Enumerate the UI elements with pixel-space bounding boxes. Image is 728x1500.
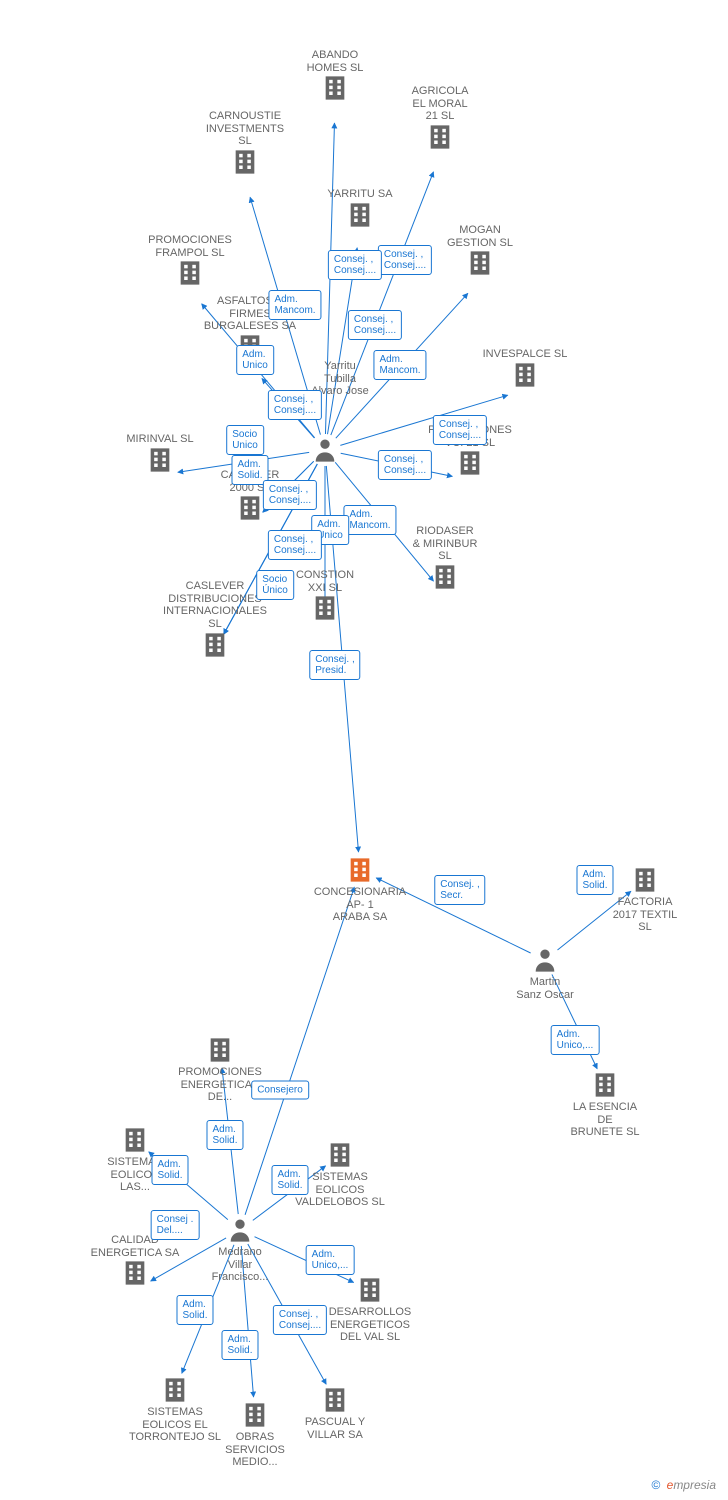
role-label[interactable]: Consej .Del....: [151, 1210, 200, 1240]
role-label[interactable]: Consejero: [251, 1081, 309, 1100]
building-icon: [201, 631, 229, 659]
node-label: CARNOUSTIE INVESTMENTS SL: [185, 110, 305, 148]
role-label[interactable]: Adm.Unico,...: [306, 1245, 355, 1275]
node-label: FACTORIA 2017 TEXTIL SL: [585, 896, 705, 934]
node-carnoustie[interactable]: CARNOUSTIE INVESTMENTS SL: [185, 110, 305, 178]
role-label[interactable]: Adm.Solid.: [221, 1330, 258, 1360]
building-icon: [591, 1071, 619, 1099]
role-label[interactable]: Consej. ,Consej....: [378, 245, 432, 275]
role-label[interactable]: Consej. ,Consej....: [378, 450, 432, 480]
node-concesionaria[interactable]: CONCESIONARIA AP- 1 ARABA SA: [300, 856, 420, 924]
role-label[interactable]: Consej. ,Consej....: [348, 310, 402, 340]
building-icon: [206, 1036, 234, 1064]
role-label[interactable]: Adm.Solid.: [206, 1120, 243, 1150]
node-yarritu_sa[interactable]: YARRITU SA: [300, 188, 420, 231]
node-invespalce[interactable]: INVESPALCE SL: [465, 348, 585, 391]
building-icon: [161, 1376, 189, 1404]
building-icon: [346, 201, 374, 229]
building-icon: [631, 866, 659, 894]
building-icon: [356, 1276, 384, 1304]
building-icon: [426, 123, 454, 151]
building-icon: [311, 594, 339, 622]
building-icon: [431, 563, 459, 591]
role-label[interactable]: SocioÚnico: [256, 570, 294, 600]
role-label[interactable]: Adm.Unico: [236, 345, 274, 375]
role-label[interactable]: SocioUnico: [226, 425, 264, 455]
node-label: Medrano Villar Francisco...: [180, 1246, 300, 1284]
person-icon: [531, 946, 559, 974]
role-label[interactable]: Adm.Mancom.: [268, 290, 321, 320]
building-icon: [231, 148, 259, 176]
node-yarritu_p[interactable]: [265, 436, 385, 466]
node-label: CONCESIONARIA AP- 1 ARABA SA: [300, 886, 420, 924]
node-label: PASCUAL Y VILLAR SA: [275, 1416, 395, 1441]
building-icon: [146, 446, 174, 474]
building-icon: [346, 856, 374, 884]
node-martin_p[interactable]: Martin Sanz Oscar: [485, 946, 605, 1001]
node-label: MOGAN GESTION SL: [420, 224, 540, 249]
building-icon: [236, 494, 264, 522]
role-label[interactable]: Consej. ,Presid.: [309, 650, 360, 680]
role-label[interactable]: Adm.Solid.: [151, 1155, 188, 1185]
node-label: Martin Sanz Oscar: [485, 976, 605, 1001]
role-label[interactable]: Adm.Solid.: [576, 865, 613, 895]
node-agricola[interactable]: AGRICOLA EL MORAL 21 SL: [380, 85, 500, 153]
building-icon: [466, 249, 494, 277]
node-desarrollos[interactable]: DESARROLLOS ENERGETICOS DEL VAL SL: [310, 1276, 430, 1344]
node-label: MIRINVAL SL: [100, 433, 220, 446]
node-label: ABANDO HOMES SL: [275, 49, 395, 74]
node-pascual[interactable]: PASCUAL Y VILLAR SA: [275, 1386, 395, 1441]
node-mogan[interactable]: MOGAN GESTION SL: [420, 224, 540, 279]
node-label: PROMOCIONES FRAMPOL SL: [130, 234, 250, 259]
node-label: LA ESENCIA DE BRUNETE SL: [545, 1101, 665, 1139]
node-label: DESARROLLOS ENERGETICOS DEL VAL SL: [310, 1306, 430, 1344]
node-label: RIODASER & MIRINBUR SL: [385, 525, 505, 563]
role-label[interactable]: Consej. ,Secr.: [434, 875, 485, 905]
building-icon: [176, 259, 204, 287]
role-label[interactable]: Adm.Unico,...: [551, 1025, 600, 1055]
role-label[interactable]: Consej. ,Consej....: [273, 1305, 327, 1335]
node-calidad[interactable]: CALIDAD ENERGETICA SA: [75, 1234, 195, 1289]
node-label: INVESPALCE SL: [465, 348, 585, 361]
role-label[interactable]: Adm.Solid.: [176, 1295, 213, 1325]
footer-credit: © empresia: [651, 1478, 716, 1492]
node-esencia[interactable]: LA ESENCIA DE BRUNETE SL: [545, 1071, 665, 1139]
role-label[interactable]: Adm.Mancom.: [343, 505, 396, 535]
building-icon: [121, 1126, 149, 1154]
building-icon: [326, 1141, 354, 1169]
role-label[interactable]: Consej. ,Consej....: [263, 480, 317, 510]
role-label[interactable]: Consej. ,Consej....: [268, 390, 322, 420]
role-label[interactable]: Consej. ,Consej....: [268, 530, 322, 560]
node-label: AGRICOLA EL MORAL 21 SL: [380, 85, 500, 123]
role-label[interactable]: Adm.Solid.: [271, 1165, 308, 1195]
building-icon: [511, 361, 539, 389]
node-frampol[interactable]: PROMOCIONES FRAMPOL SL: [130, 234, 250, 289]
node-abando[interactable]: ABANDO HOMES SL: [275, 49, 395, 104]
node-riodaser[interactable]: RIODASER & MIRINBUR SL: [385, 525, 505, 593]
building-icon: [321, 74, 349, 102]
node-label: YARRITU SA: [300, 188, 420, 201]
role-label[interactable]: Consej. ,Consej....: [328, 250, 382, 280]
person-icon: [311, 436, 339, 464]
person-icon: [226, 1216, 254, 1244]
building-icon: [321, 1386, 349, 1414]
building-icon: [121, 1259, 149, 1287]
building-icon: [241, 1401, 269, 1429]
role-label[interactable]: Consej. ,Consej....: [433, 415, 487, 445]
building-icon: [456, 449, 484, 477]
role-label[interactable]: Adm.Mancom.: [373, 350, 426, 380]
